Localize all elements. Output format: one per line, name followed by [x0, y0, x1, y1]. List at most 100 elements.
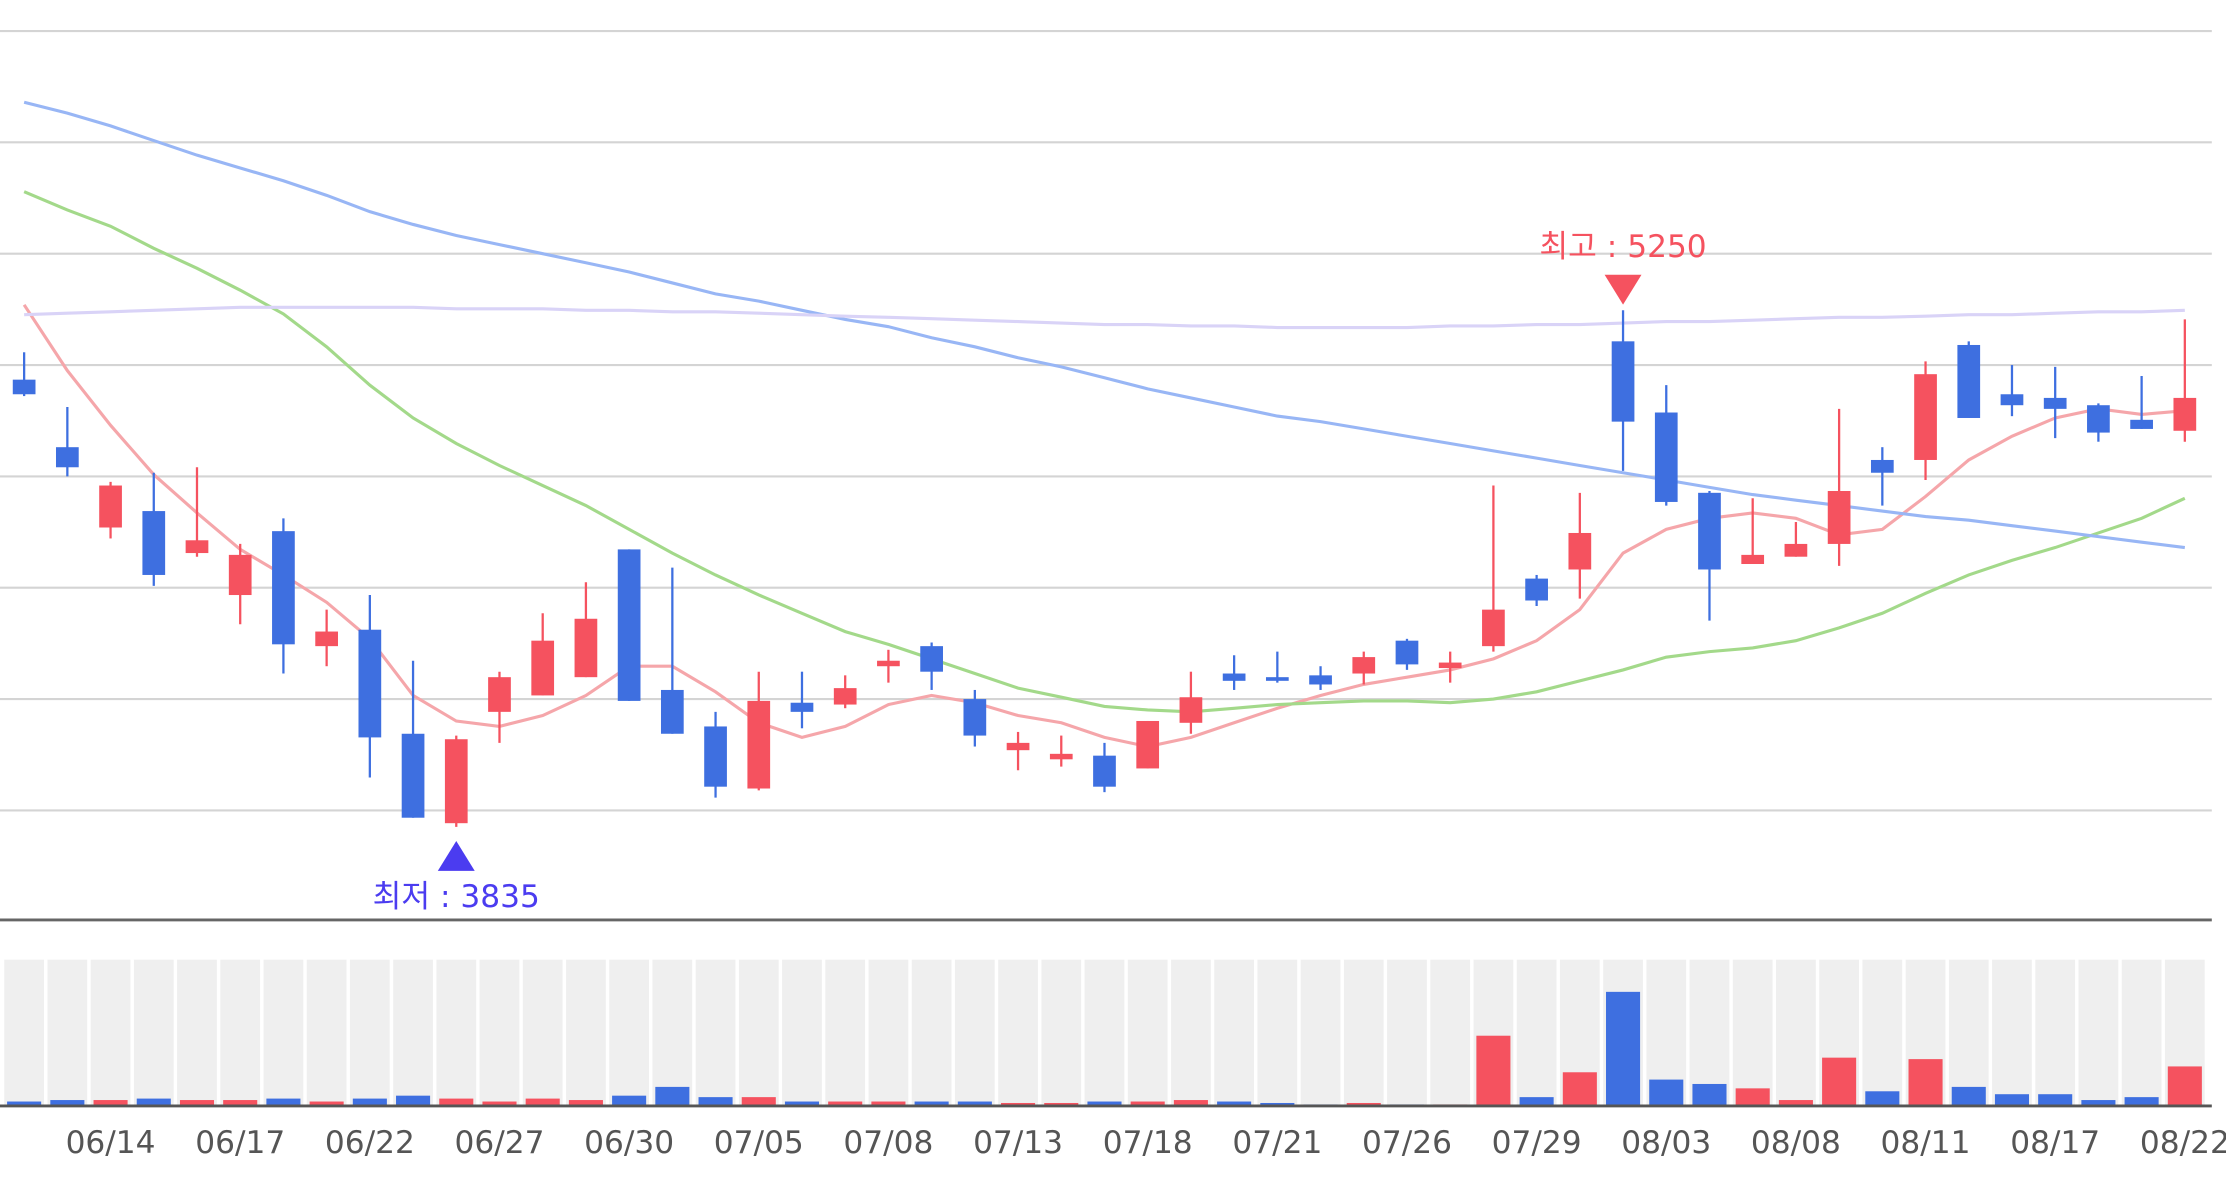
- candle-body: [1395, 640, 1419, 665]
- volume-bar: [1778, 1100, 1813, 1106]
- candle-body: [1568, 532, 1592, 570]
- volume-background: [1732, 959, 1773, 1106]
- candle-body: [358, 629, 382, 738]
- volume-background: [1041, 959, 1082, 1106]
- volume-background: [1127, 959, 1168, 1106]
- volume-background: [2035, 959, 2076, 1106]
- x-tick-label: 08/22: [2140, 1125, 2226, 1161]
- candle-body: [1525, 578, 1548, 601]
- volume-bar: [1735, 1088, 1770, 1106]
- low-annotation: 최저 : 3835: [373, 879, 540, 915]
- low-marker: [437, 841, 475, 871]
- candle-body: [531, 640, 555, 696]
- candle-body: [99, 485, 122, 528]
- volume-bar: [525, 1098, 560, 1106]
- volume-background: [2121, 959, 2162, 1106]
- volume-bar: [179, 1100, 215, 1106]
- x-tick-label: 08/11: [1881, 1125, 1971, 1161]
- volume-background: [1343, 959, 1384, 1106]
- candle-body: [12, 379, 36, 395]
- candle-body: [1482, 609, 1505, 647]
- candle-body: [920, 646, 943, 672]
- volume-bar: [1865, 1091, 1900, 1106]
- volume-background: [868, 959, 909, 1106]
- volume-background: [695, 959, 736, 1106]
- volume-bar: [2038, 1094, 2073, 1106]
- x-tick-label: 08/08: [1751, 1125, 1841, 1161]
- candle-body: [1179, 697, 1203, 723]
- candle-body: [228, 554, 252, 596]
- candle-body: [272, 531, 295, 645]
- candle-body: [2043, 397, 2067, 409]
- volume-background: [911, 959, 952, 1106]
- candle-body: [1827, 490, 1851, 544]
- volume-bar: [1606, 991, 1641, 1106]
- volume-bar: [1519, 1097, 1554, 1106]
- candle-body: [1136, 720, 1160, 769]
- volume-bar: [352, 1098, 387, 1106]
- volume-bar: [568, 1100, 603, 1106]
- volume-background: [522, 959, 563, 1106]
- volume-bar: [1217, 1101, 1252, 1106]
- x-tick-label: 07/18: [1103, 1125, 1193, 1161]
- volume-bar: [1044, 1102, 1079, 1106]
- volume-bar: [93, 1100, 128, 1106]
- candle-body: [747, 700, 771, 789]
- candle-body: [1741, 554, 1765, 565]
- x-tick-label: 06/30: [584, 1125, 674, 1161]
- volume-background: [954, 959, 995, 1106]
- volume-background: [825, 959, 866, 1106]
- moving-average-line: [22, 303, 2185, 749]
- volume-bar: [1562, 1072, 1597, 1106]
- candle-body: [1654, 412, 1678, 502]
- volume-bar: [266, 1098, 301, 1106]
- volume-bar: [914, 1101, 949, 1106]
- volume-bar: [396, 1095, 431, 1106]
- volume-bar: [655, 1086, 690, 1106]
- candle-body: [660, 689, 684, 734]
- x-tick-label: 07/21: [1232, 1125, 1322, 1161]
- candle-body: [2173, 397, 2197, 431]
- volume-background: [1171, 959, 1211, 1106]
- candle-body: [488, 677, 511, 712]
- volume-bar: [7, 1101, 42, 1106]
- high-annotation: 최고 : 5250: [1539, 229, 1706, 265]
- volume-bar: [957, 1101, 992, 1106]
- candle-body: [1870, 459, 1894, 473]
- volume-background: [436, 959, 477, 1106]
- volume-bar: [1346, 1102, 1381, 1106]
- candle-body: [2087, 405, 2110, 433]
- volume-background: [1948, 959, 1989, 1106]
- volume-background: [1387, 959, 1427, 1106]
- volume-background: [4, 959, 45, 1106]
- x-tick-label: 06/17: [195, 1125, 285, 1161]
- x-tick-label: 07/05: [714, 1125, 804, 1161]
- volume-background: [393, 959, 433, 1106]
- volume-bar: [1087, 1101, 1122, 1106]
- volume-background: [263, 959, 304, 1106]
- candle-body: [574, 618, 598, 678]
- candle-body: [963, 699, 987, 736]
- moving-average-line: [23, 190, 2186, 714]
- x-tick-label: 07/08: [843, 1125, 933, 1161]
- volume-bar: [1130, 1101, 1165, 1106]
- volume-background: [1300, 959, 1341, 1106]
- candle-body: [1309, 675, 1332, 685]
- candle-body: [401, 733, 425, 818]
- volume-background: [1257, 959, 1298, 1106]
- volume-bar: [1994, 1094, 2030, 1106]
- volume-background: [1862, 959, 1903, 1106]
- volume-background: [1776, 959, 1816, 1106]
- volume-bar: [1260, 1102, 1295, 1106]
- volume-background: [652, 959, 693, 1106]
- volume-bar: [698, 1097, 733, 1106]
- candle-body: [1265, 677, 1289, 681]
- volume-bar: [50, 1100, 85, 1106]
- candle-body: [1352, 657, 1376, 674]
- candle-body: [1957, 344, 1981, 418]
- volume-bar: [482, 1101, 517, 1106]
- volume-background: [1430, 959, 1471, 1106]
- volume-background: [479, 959, 520, 1106]
- volume-background: [90, 959, 131, 1106]
